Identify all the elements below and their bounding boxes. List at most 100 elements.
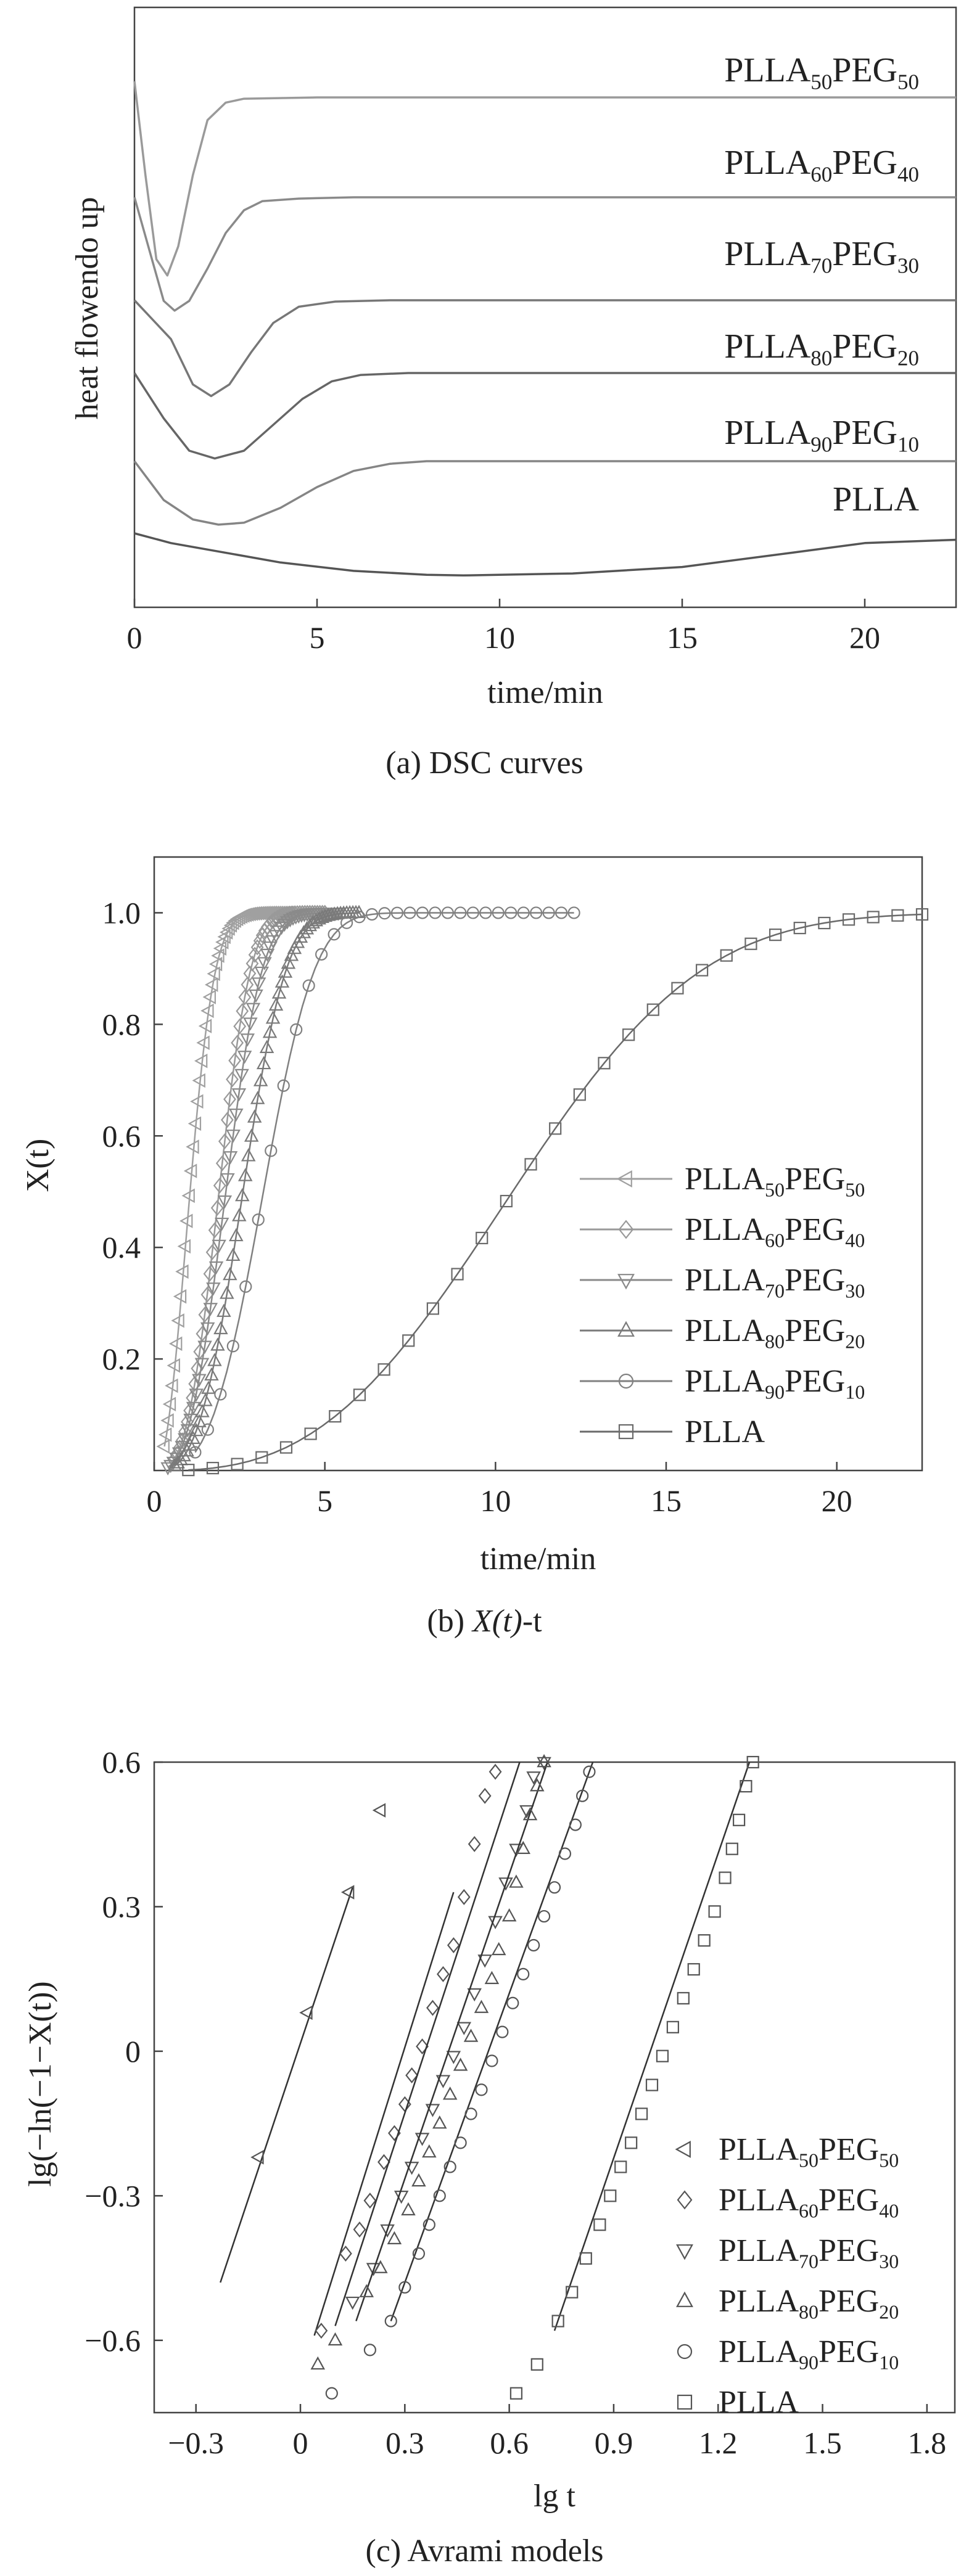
avrami-point	[377, 2154, 390, 2170]
xt-point	[194, 1053, 208, 1069]
xt-point	[243, 965, 257, 982]
legend-label: PLLA60PEG40	[719, 2183, 899, 2221]
xt-y-axis: 0.2 0.4 0.6 0.8 1.0	[102, 895, 163, 1376]
xt-point	[173, 1289, 187, 1304]
legend-label: PLLA70PEG30	[719, 2233, 899, 2272]
xt-point	[221, 921, 235, 936]
avrami-point	[485, 2054, 498, 2067]
xt-point	[353, 1388, 366, 1401]
xt-point	[567, 906, 580, 919]
xt-point	[215, 1155, 229, 1171]
xt-point	[220, 1286, 234, 1299]
xt-point	[196, 1035, 210, 1050]
xt-point	[429, 906, 442, 919]
dsc-x-label: time/min	[487, 675, 603, 710]
xt-point	[223, 918, 237, 933]
xt-point	[198, 1306, 212, 1323]
xt-point	[160, 1462, 175, 1475]
avrami-point	[558, 1847, 572, 1860]
xt-point	[210, 1337, 225, 1351]
avrami-point	[645, 2078, 659, 2091]
xt-point	[240, 1033, 255, 1047]
xt-point	[237, 1051, 252, 1064]
xt-point	[598, 1057, 611, 1070]
xt-point	[250, 939, 264, 956]
x-tick-label: 0.3	[386, 2426, 424, 2460]
xt-point	[260, 919, 274, 935]
avrami-point	[725, 1842, 738, 1855]
xt-point	[186, 1401, 201, 1416]
xt-point	[211, 948, 225, 963]
avrami-point	[516, 1840, 530, 1854]
xt-point	[206, 1282, 221, 1296]
xt-point	[505, 906, 517, 919]
xt-point	[524, 1158, 537, 1171]
xt-point	[282, 914, 298, 928]
avrami-point	[453, 2057, 468, 2071]
x-tick-label: 0	[147, 1483, 162, 1518]
xt-point	[744, 937, 757, 950]
avrami-point	[359, 2284, 374, 2297]
xt-point	[204, 977, 218, 992]
dsc-x-axis: 0 5 10 15 20	[127, 599, 880, 655]
avrami-point	[733, 1813, 746, 1826]
x-tick-label: 20	[849, 620, 880, 655]
dsc-plot-frame	[133, 6, 957, 609]
xt-point	[304, 1427, 317, 1440]
avrami-point	[666, 2020, 679, 2033]
xt-point	[231, 1458, 244, 1471]
avrami-point	[604, 2189, 617, 2202]
xt-point	[251, 977, 266, 991]
xt-point	[255, 1451, 268, 1464]
xt-point	[262, 1024, 278, 1038]
legend-label: PLLA50PEG50	[719, 2132, 899, 2171]
xt-point	[517, 906, 530, 919]
avrami-point	[468, 1836, 481, 1852]
xt-point	[181, 1188, 195, 1204]
dsc-series-PLLA70PEG30: PLLA70PEG30	[133, 235, 956, 398]
x-tick-label: −0.3	[168, 2426, 224, 2460]
avrami-point	[576, 1789, 589, 1802]
xt-point	[167, 1358, 180, 1373]
dsc-curve	[133, 81, 956, 277]
xt-point	[426, 1302, 439, 1315]
legend-label: PLLA90PEG10	[719, 2334, 899, 2373]
xt-point	[189, 1388, 204, 1402]
xt-point	[377, 1363, 390, 1376]
xt-point	[186, 1430, 200, 1444]
avrami-point	[677, 1991, 690, 2005]
legend-label: PLLA60PEG40	[685, 1212, 865, 1251]
xt-point	[171, 1313, 184, 1328]
legend-label: PLLA	[719, 2385, 799, 2420]
xt-point	[365, 908, 379, 921]
xt-point	[207, 966, 220, 982]
xt-point	[158, 1427, 172, 1442]
avrami-point	[569, 1818, 582, 1831]
avrami-legend: PLLA50PEG50 PLLA60PEG40 PLLA70PEG30 PLLA80P…	[675, 2132, 899, 2420]
caption-b: (b) X(t)-t	[427, 1604, 542, 1639]
avrami-point	[478, 1787, 492, 1804]
xt-y-label: X(t)	[20, 1139, 56, 1192]
avrami-point	[491, 1942, 506, 1956]
xt-point	[315, 948, 328, 961]
xt-point	[219, 925, 233, 940]
xt-point	[208, 1261, 224, 1275]
avrami-point	[614, 2160, 627, 2173]
avrami-point	[656, 2049, 669, 2062]
xt-point	[165, 1378, 178, 1393]
xt-point	[233, 1018, 247, 1035]
xt-point	[842, 913, 856, 926]
avrami-point	[464, 2107, 477, 2120]
xt-series-PLLA90PEG10	[189, 906, 580, 1459]
xt-point	[238, 989, 252, 1006]
avrami-point	[443, 2160, 456, 2173]
dsc-curve	[133, 372, 956, 460]
dsc-curve-label: PLLA	[833, 480, 920, 519]
xt-point	[192, 1073, 205, 1088]
xt-plot-frame	[153, 856, 923, 1472]
xt-series-PLLA80PEG20	[167, 904, 366, 1471]
legend-marker	[618, 1373, 634, 1389]
xt-point	[197, 1340, 212, 1354]
xt-line	[174, 912, 360, 1467]
